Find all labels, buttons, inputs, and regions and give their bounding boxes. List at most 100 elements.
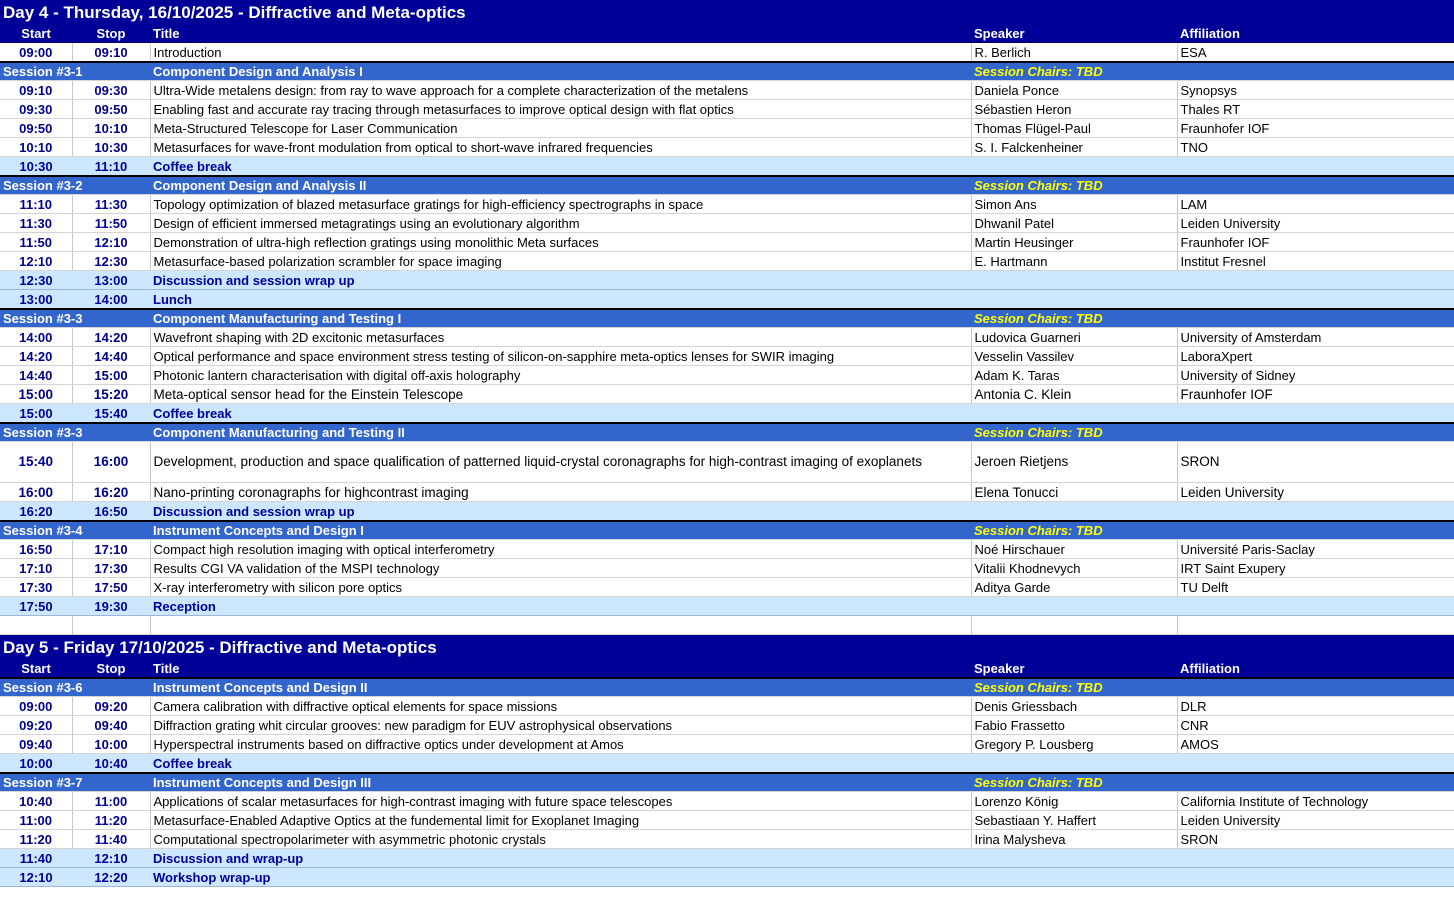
talk-stop: 15:00 — [72, 365, 151, 385]
session-id: Session #3-3 — [0, 422, 150, 442]
talk-row: 14:00 14:20 Wavefront shaping with 2D exci… — [0, 327, 1454, 347]
break-start: 15:00 — [0, 403, 72, 424]
talk-title: Nano-printing coronagraphs for highcontr… — [150, 482, 972, 502]
break-title: Coffee break — [150, 403, 1454, 424]
talk-speaker: Simon Ans — [971, 194, 1178, 214]
session-empty — [1177, 422, 1454, 442]
talk-title: Applications of scalar metasurfaces for … — [150, 791, 972, 811]
session-name: Component Manufacturing and Testing I — [150, 308, 971, 328]
talk-affiliation: Fraunhofer IOF — [1177, 118, 1454, 138]
talk-row: 09:20 09:40 Diffraction grating whit circu… — [0, 715, 1454, 735]
talk-affiliation: ESA — [1177, 42, 1454, 63]
talk-start: 12:10 — [0, 251, 73, 271]
session-name: Component Design and Analysis II — [150, 175, 971, 195]
session-header-row: Session #3-7 Instrument Concepts and Desi… — [0, 772, 1454, 792]
column-header-row: Start Stop Title Speaker Affiliation — [0, 659, 1454, 679]
talk-affiliation: TNO — [1177, 137, 1454, 157]
col-title-header: Title — [150, 24, 971, 43]
break-start: 13:00 — [0, 289, 72, 310]
talk-start: 14:00 — [0, 327, 73, 347]
day-heading-row: Day 5 - Friday 17/10/2025 - Diffractive … — [0, 634, 1454, 659]
talk-speaker: E. Hartmann — [971, 251, 1178, 271]
blank-cell — [971, 615, 1178, 635]
session-name: Component Design and Analysis I — [150, 61, 971, 81]
session-empty — [1177, 61, 1454, 81]
talk-row: 14:40 15:00 Photonic lantern characterisat… — [0, 365, 1454, 385]
break-row: 10:30 11:10 Coffee break — [0, 156, 1454, 177]
col-stop-header: Stop — [72, 659, 150, 679]
session-chairs: Session Chairs: TBD — [971, 175, 1177, 195]
talk-stop: 10:10 — [72, 118, 151, 138]
talk-affiliation: Synopsys — [1177, 80, 1454, 100]
talk-row: 12:10 12:30 Metasurface-based polarization… — [0, 251, 1454, 271]
blank-cell — [150, 615, 972, 635]
talk-title: Demonstration of ultra-high reflection g… — [150, 232, 972, 252]
talk-stop: 09:50 — [72, 99, 151, 119]
talk-title: Optical performance and space environmen… — [150, 346, 972, 366]
break-stop: 19:30 — [72, 596, 150, 616]
col-affiliation-header: Affiliation — [1177, 659, 1454, 679]
blank-cell — [0, 615, 73, 635]
talk-start: 16:00 — [0, 482, 73, 502]
talk-stop: 17:30 — [72, 558, 151, 578]
break-row: 15:00 15:40 Coffee break — [0, 403, 1454, 424]
talk-speaker: Dhwanil Patel — [971, 213, 1178, 233]
break-row: 16:20 16:50 Discussion and session wrap up — [0, 501, 1454, 522]
talk-title: Metasurfaces for wave-front modulation f… — [150, 137, 972, 157]
talk-start: 09:20 — [0, 715, 73, 735]
talk-stop: 11:00 — [72, 791, 151, 811]
talk-speaker: Irina Malysheva — [971, 829, 1178, 849]
break-start: 10:30 — [0, 156, 72, 177]
day-heading-row: Day 4 - Thursday, 16/10/2025 - Diffracti… — [0, 0, 1454, 24]
talk-affiliation: SRON — [1177, 829, 1454, 849]
talk-stop: 11:20 — [72, 810, 151, 830]
talk-title: Meta-optical sensor head for the Einstei… — [150, 384, 972, 404]
talk-start: 10:10 — [0, 137, 73, 157]
talk-start: 14:40 — [0, 365, 73, 385]
break-row: 11:40 12:10 Discussion and wrap-up — [0, 848, 1454, 868]
session-name: Instrument Concepts and Design I — [150, 520, 971, 540]
talk-stop: 16:20 — [72, 482, 151, 502]
session-id: Session #3-3 — [0, 308, 150, 328]
col-speaker-header: Speaker — [971, 659, 1177, 679]
talk-affiliation: Thales RT — [1177, 99, 1454, 119]
session-name: Instrument Concepts and Design II — [150, 677, 971, 697]
talk-row: 16:00 16:20 Nano-printing coronagraphs for… — [0, 482, 1454, 502]
talk-row: 11:10 11:30 Topology optimization of blaze… — [0, 194, 1454, 214]
talk-affiliation: Leiden University — [1177, 213, 1454, 233]
talk-affiliation: Institut Fresnel — [1177, 251, 1454, 271]
talk-row: 09:00 09:10 Introduction R. Berlich ESA — [0, 42, 1454, 63]
col-start-header: Start — [0, 659, 72, 679]
talk-title: Diffraction grating whit circular groove… — [150, 715, 972, 735]
talk-row: 17:10 17:30 Results CGI VA validation of t… — [0, 558, 1454, 578]
talk-start: 16:50 — [0, 539, 73, 559]
day-heading: Day 5 - Friday 17/10/2025 - Diffractive … — [0, 634, 1454, 659]
session-chairs: Session Chairs: TBD — [971, 61, 1177, 81]
talk-speaker: Sébastien Heron — [971, 99, 1178, 119]
break-stop: 11:10 — [72, 156, 150, 177]
talk-start: 14:20 — [0, 346, 73, 366]
session-chairs: Session Chairs: TBD — [971, 308, 1177, 328]
session-chairs: Session Chairs: TBD — [971, 677, 1177, 697]
break-title: Coffee break — [150, 753, 1454, 774]
session-id: Session #3-6 — [0, 677, 150, 697]
talk-speaker: Daniela Ponce — [971, 80, 1178, 100]
talk-stop: 17:50 — [72, 577, 151, 597]
talk-speaker: Vitalii Khodnevych — [971, 558, 1178, 578]
talk-start: 15:00 — [0, 384, 73, 404]
talk-affiliation: AMOS — [1177, 734, 1454, 754]
talk-speaker: Lorenzo König — [971, 791, 1178, 811]
day-heading: Day 4 - Thursday, 16/10/2025 - Diffracti… — [0, 0, 1454, 24]
break-title: Workshop wrap-up — [150, 867, 1454, 887]
break-title: Discussion and wrap-up — [150, 848, 1454, 868]
talk-title: Computational spectropolarimeter with as… — [150, 829, 972, 849]
talk-row: 11:00 11:20 Metasurface-Enabled Adaptive O… — [0, 810, 1454, 830]
break-row: 12:30 13:00 Discussion and session wrap up — [0, 270, 1454, 290]
session-chairs: Session Chairs: TBD — [971, 422, 1177, 442]
blank-cell — [1177, 615, 1454, 635]
talk-stop: 11:50 — [72, 213, 151, 233]
break-row: 10:00 10:40 Coffee break — [0, 753, 1454, 774]
talk-affiliation: Fraunhofer IOF — [1177, 384, 1454, 404]
talk-start: 17:10 — [0, 558, 73, 578]
talk-title: Metasurface-based polarization scrambler… — [150, 251, 972, 271]
